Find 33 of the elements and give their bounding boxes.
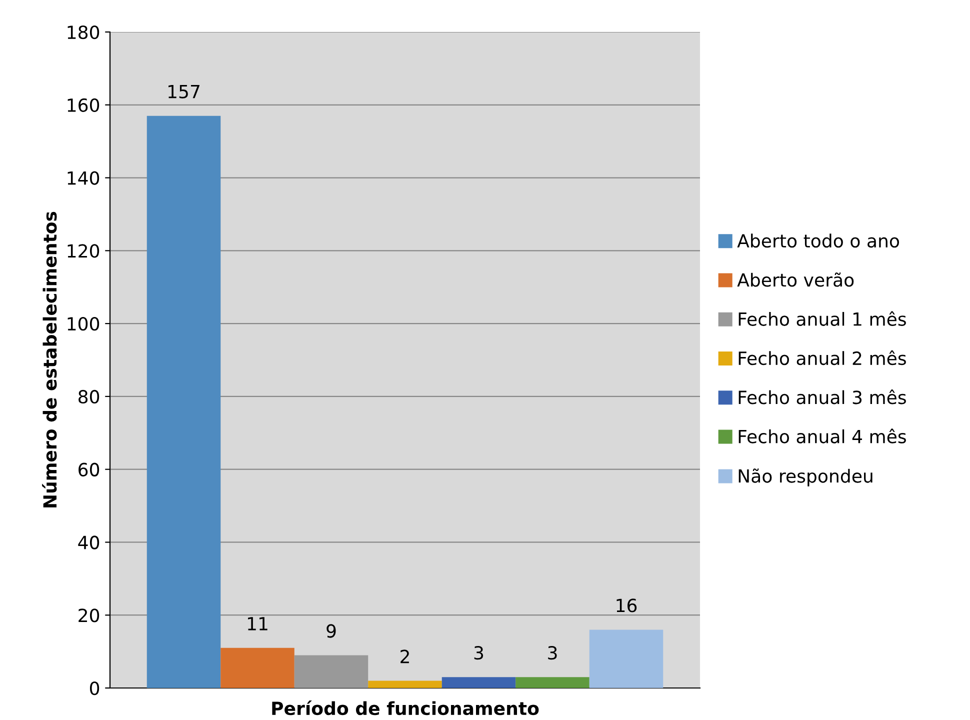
y-axis-title: Número de estabelecimentos: [42, 212, 57, 508]
bar: [146, 116, 221, 688]
bar: [294, 655, 368, 688]
data-label: 16: [616, 598, 637, 612]
legend-label: Não respondeu: [738, 468, 872, 486]
bar: [368, 680, 442, 688]
y-tick-label: 20: [78, 608, 100, 622]
data-label: 2: [400, 650, 409, 664]
legend-label: Fecho anual 2 mês: [738, 350, 906, 366]
y-tick-label: 100: [68, 317, 100, 331]
data-label: 3: [548, 646, 557, 660]
data-label: 157: [168, 85, 200, 98]
legend-label: Fecho anual 3 mês: [738, 390, 906, 404]
y-tick-label: 160: [68, 98, 100, 112]
y-tick-label: 40: [78, 536, 100, 550]
y-tick-label: 0: [90, 681, 100, 696]
legend-label: Fecho anual 1 mês: [738, 311, 906, 326]
legend-label: Aberto verão: [737, 272, 854, 287]
y-tick-label: 60: [78, 462, 100, 476]
data-label: 11: [248, 617, 268, 630]
y-tick-label: 180: [68, 25, 100, 40]
bar: [220, 648, 294, 688]
y-tick-label: 140: [68, 171, 100, 185]
x-axis-title: Período de funcionamento: [272, 700, 539, 716]
y-tick-label: 120: [68, 244, 100, 258]
y-tick-label: 80: [78, 390, 100, 404]
data-label: 9: [326, 624, 336, 638]
bar: [516, 677, 590, 688]
legend-label: Aberto todo o ano: [737, 234, 900, 248]
legend-label: Fecho anual 4 mês: [738, 428, 906, 444]
data-label: 3: [474, 646, 484, 660]
bar: [589, 630, 664, 688]
bar: [442, 677, 516, 688]
